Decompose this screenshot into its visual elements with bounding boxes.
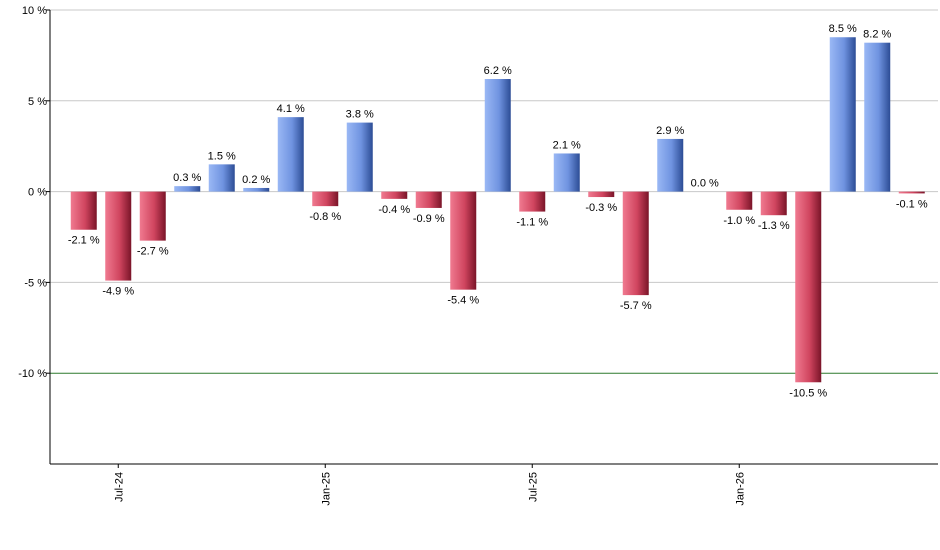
bar xyxy=(174,186,201,192)
bar-value-label: -2.7 % xyxy=(137,246,169,258)
bar-value-label: 0.0 % xyxy=(691,178,719,190)
bar-value-label: -0.9 % xyxy=(413,213,445,225)
bar-value-label: -1.1 % xyxy=(516,217,548,229)
bar xyxy=(760,191,787,216)
bar-value-label: -5.7 % xyxy=(620,300,652,312)
bar-value-label: -0.1 % xyxy=(896,198,928,210)
bar xyxy=(864,42,891,192)
bar xyxy=(726,191,753,210)
bar-value-label: -0.3 % xyxy=(585,202,617,214)
bar xyxy=(105,191,132,281)
bar-value-label: -1.0 % xyxy=(723,215,755,227)
x-axis-tick-labels: Jul-24 Jan-25 Jul-25 Jan-26 xyxy=(113,472,746,506)
bar xyxy=(553,153,580,192)
bar-value-labels: -2.1 % -4.9 % -2.7 % 0.3 % 1.5 % 0.2 % 4.1 % -0… xyxy=(68,23,928,399)
bar xyxy=(277,117,304,192)
bar xyxy=(898,191,925,194)
bar-value-label: -5.4 % xyxy=(447,295,479,307)
bar-value-label: -0.4 % xyxy=(378,204,410,216)
bar-value-label: 2.1 % xyxy=(553,139,581,151)
bar xyxy=(381,191,408,199)
bar-value-label: 2.9 % xyxy=(656,125,684,137)
y-tick-label: 10 % xyxy=(22,5,47,17)
bar-value-label: -2.1 % xyxy=(68,235,100,247)
bar-value-label: 6.2 % xyxy=(484,65,512,77)
bar xyxy=(657,138,684,192)
bar-value-label: -0.8 % xyxy=(309,211,341,223)
bar xyxy=(312,191,339,207)
bar-value-label: 0.2 % xyxy=(242,174,270,186)
bar xyxy=(829,37,856,192)
x-tick-label: Jan-25 xyxy=(320,472,332,506)
x-tick-label: Jul-25 xyxy=(527,472,539,502)
bar xyxy=(415,191,442,208)
bar-value-label: 8.2 % xyxy=(863,29,891,41)
x-tick-label: Jan-26 xyxy=(734,472,746,506)
axes xyxy=(46,9,938,468)
bar-value-label: -1.3 % xyxy=(758,220,790,232)
bar xyxy=(795,191,822,383)
bar xyxy=(484,79,511,192)
y-tick-label: 5 % xyxy=(28,96,47,108)
bar-value-label: 0.3 % xyxy=(173,172,201,184)
bar xyxy=(588,191,615,198)
bar-value-label: -10.5 % xyxy=(789,387,827,399)
bars xyxy=(70,37,925,383)
bar xyxy=(243,187,270,192)
y-tick-label: -10 % xyxy=(18,368,47,380)
bar xyxy=(519,191,546,212)
bar xyxy=(70,191,97,230)
bar xyxy=(346,122,373,192)
bar-value-label: -4.9 % xyxy=(102,286,134,298)
y-axis-tick-labels: 10 % 5 % 0 % -5 % -10 % xyxy=(18,5,47,380)
bar-value-label: 1.5 % xyxy=(208,150,236,162)
y-tick-label: -5 % xyxy=(24,277,47,289)
bar xyxy=(622,191,649,296)
bar-value-label: 3.8 % xyxy=(346,109,374,121)
bar xyxy=(208,164,235,192)
bar xyxy=(450,191,477,290)
x-tick-label: Jul-24 xyxy=(113,472,125,502)
bar-value-label: 4.1 % xyxy=(277,103,305,115)
y-tick-label: 0 % xyxy=(28,187,47,199)
bar xyxy=(139,191,166,241)
bar-value-label: 8.5 % xyxy=(829,23,857,35)
